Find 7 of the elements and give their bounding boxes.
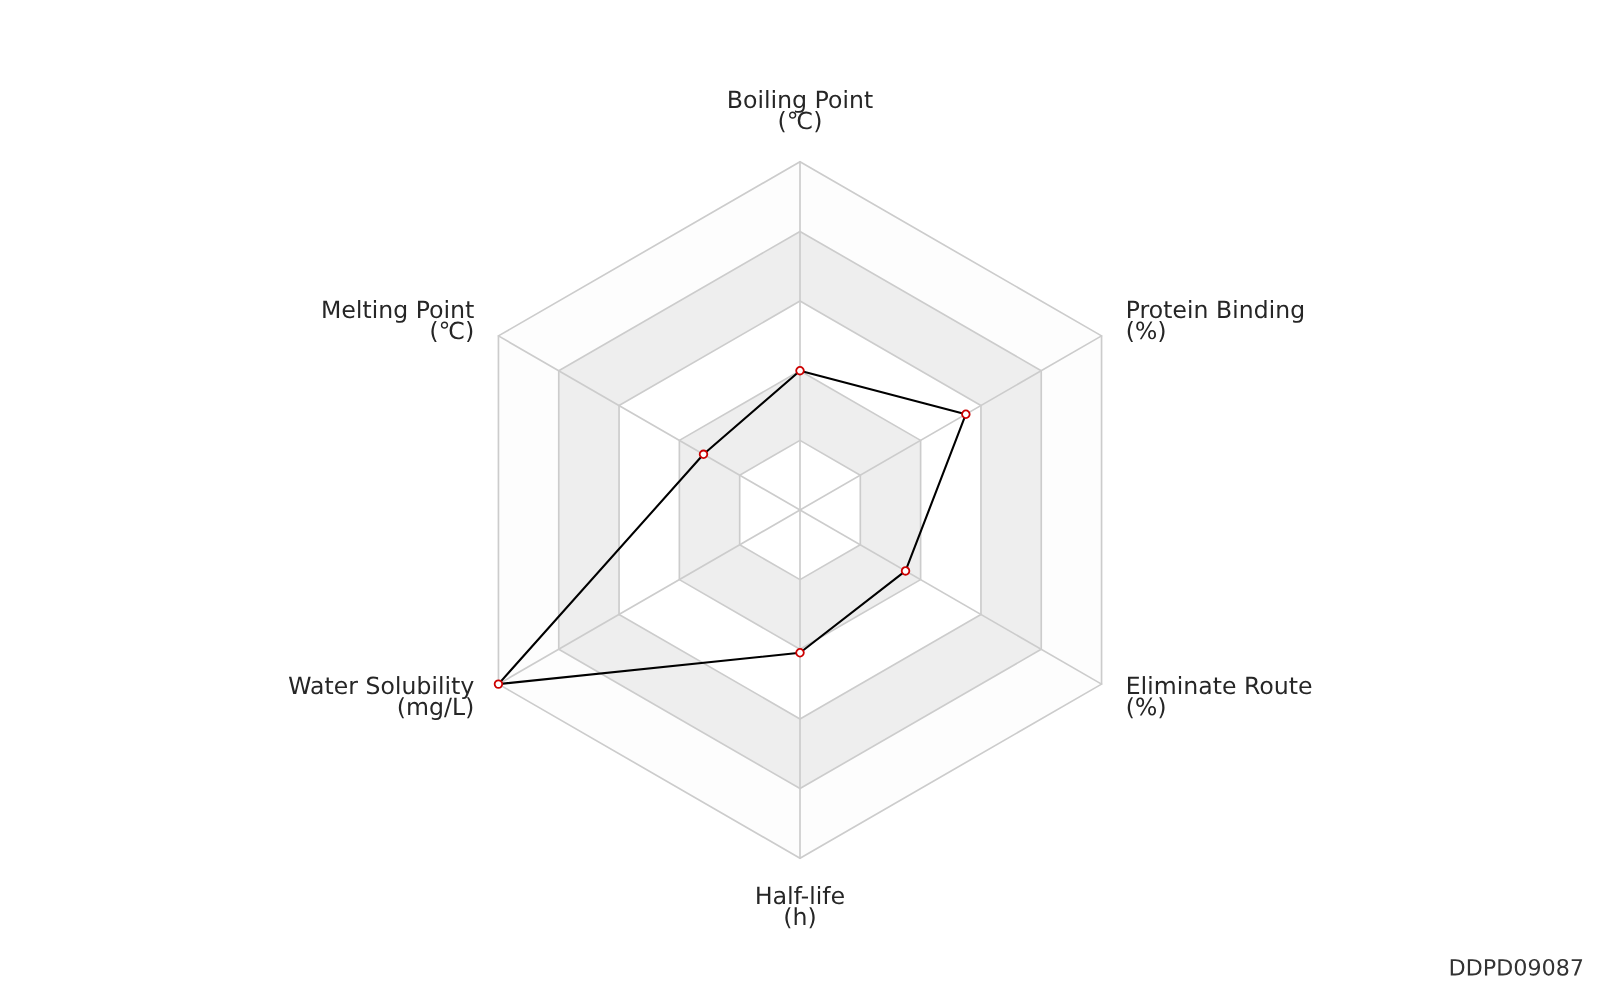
spoke-label: Water Solubility (mg/L) [288,676,474,720]
spoke-label: Boiling Point (℃) [729,90,873,133]
spoke-label: Eliminate Route (%) [1127,676,1312,719]
spoke-label: Melting Point (℃) [323,300,474,343]
spoke-label: Half-life (h) [757,886,844,929]
spoke-label: Protein Binding (%) [1127,300,1304,343]
text: DDPD09087 [1450,958,1583,976]
